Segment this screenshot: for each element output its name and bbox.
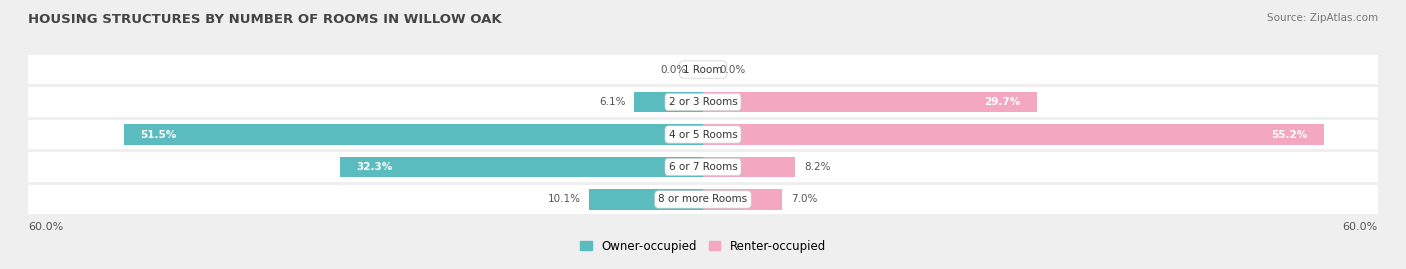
Bar [28,120,1378,149]
Bar [340,157,703,177]
Bar [28,185,1378,214]
Text: 4 or 5 Rooms: 4 or 5 Rooms [669,129,737,140]
Text: 1 Room: 1 Room [683,65,723,75]
Text: 0.0%: 0.0% [659,65,686,75]
Text: 55.2%: 55.2% [1271,129,1308,140]
Text: 6.1%: 6.1% [599,97,626,107]
Bar [703,189,782,210]
Text: 10.1%: 10.1% [547,194,581,204]
Bar [703,92,1038,112]
Text: 29.7%: 29.7% [984,97,1021,107]
Bar [703,125,1324,144]
Bar [28,87,1378,117]
Text: 60.0%: 60.0% [28,222,63,232]
Text: 60.0%: 60.0% [1343,222,1378,232]
Bar [589,189,703,210]
Text: 6 or 7 Rooms: 6 or 7 Rooms [669,162,737,172]
Bar [28,55,1378,84]
Bar [634,92,703,112]
Text: 51.5%: 51.5% [141,129,177,140]
Bar [124,125,703,144]
Text: Source: ZipAtlas.com: Source: ZipAtlas.com [1267,13,1378,23]
Text: 32.3%: 32.3% [357,162,392,172]
Text: 8.2%: 8.2% [804,162,831,172]
Text: 7.0%: 7.0% [790,194,817,204]
Legend: Owner-occupied, Renter-occupied: Owner-occupied, Renter-occupied [579,240,827,253]
Text: 8 or more Rooms: 8 or more Rooms [658,194,748,204]
Bar [703,157,796,177]
Text: 0.0%: 0.0% [720,65,747,75]
Bar [28,152,1378,182]
Text: HOUSING STRUCTURES BY NUMBER OF ROOMS IN WILLOW OAK: HOUSING STRUCTURES BY NUMBER OF ROOMS IN… [28,13,502,26]
Text: 2 or 3 Rooms: 2 or 3 Rooms [669,97,737,107]
